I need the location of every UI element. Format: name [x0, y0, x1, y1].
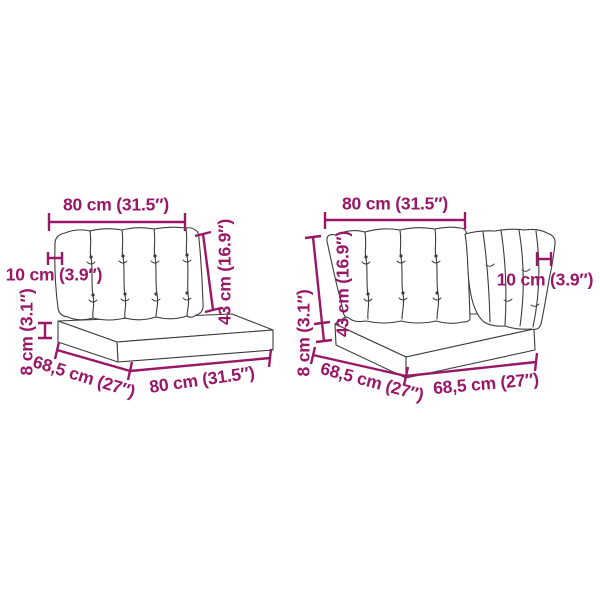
left-dimension-lines: [38, 213, 273, 381]
right-side-thickness-label: 10 cm (3.9″): [496, 269, 594, 290]
left-cushion-set-drawing: [54, 226, 274, 363]
right-back-height-label: 43 cm (16.9″): [332, 231, 353, 337]
left-back-cushion-tuft-buttons: [89, 253, 189, 297]
right-side-cushion-lobe-seams: [482, 229, 540, 328]
right-seat-depth-right-dim: [405, 352, 539, 378]
right-seat-thickness-label: 8 cm (3.1″): [293, 289, 314, 377]
left-seat-thickness-dim: [38, 321, 52, 340]
right-back-height-and-seat-thickness-dim: [304, 234, 333, 344]
left-top-width-dim: [47, 213, 187, 231]
left-back-cushion-channel-seams: [89, 227, 190, 319]
right-top-width-dim: [323, 212, 467, 229]
right-side-cushion-fold-marks: [485, 263, 540, 307]
left-back-height-dim: [194, 230, 222, 314]
left-seat-left-face: [57, 320, 119, 363]
right-back-cushion-tuft-buttons: [364, 254, 439, 296]
right-back-cushion-fold-marks: [361, 260, 442, 302]
right-cushion-set-drawing: [326, 226, 556, 379]
right-side-cushion-outline: [464, 228, 556, 330]
left-back-thickness-dim: [46, 252, 64, 265]
right-top-width-label: 80 cm (31.5″): [342, 193, 448, 214]
right-dimension-lines: [304, 212, 553, 386]
right-side-thickness-dim: [535, 252, 553, 266]
left-seat-width-dim: [129, 348, 273, 373]
left-back-cushion-fold-marks: [86, 259, 192, 303]
left-back-thickness-label: 10 cm (3.9″): [5, 264, 103, 285]
left-back-height-label: 43 cm (16.9″): [214, 219, 235, 325]
left-top-width-label: 80 cm (31.5″): [63, 194, 169, 215]
right-back-cushion-channel-seams: [364, 228, 440, 320]
left-back-cushion-outline: [54, 226, 204, 321]
